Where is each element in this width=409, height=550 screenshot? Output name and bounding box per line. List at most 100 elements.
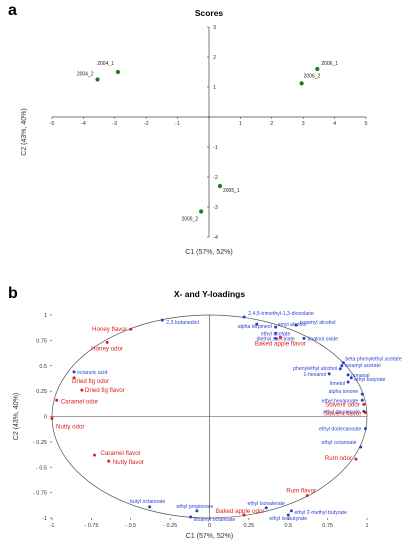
loading-point — [255, 322, 259, 326]
loading-point — [289, 509, 293, 513]
y-tick-label: -1 — [213, 145, 218, 151]
score-point — [95, 77, 100, 82]
loading-point-label: Nutty flavor — [113, 459, 144, 466]
loading-point-label: Rum flavor — [286, 488, 316, 495]
loading-point — [93, 453, 97, 457]
loading-point-label: phenylethyl alcohol — [293, 366, 337, 372]
loading-point-label: ethyl isovalerate — [247, 501, 285, 507]
x-tick-label: 0.25 — [244, 523, 255, 529]
loading-point — [72, 376, 76, 380]
loadings-chart: X- and Y-loadings -1 - 0.75 - 0.5 - 0.25 0 0.2… — [13, 289, 402, 540]
x-tick-label: 3 — [302, 121, 305, 127]
loading-point-label: Dried fig flavor — [85, 387, 125, 394]
loading-point — [346, 373, 350, 377]
x-tick-label: -5 — [50, 121, 55, 127]
x-tick-label: - 0.5 — [125, 523, 136, 529]
loading-point — [363, 427, 367, 431]
loading-point-label: butyl octanoate — [130, 499, 165, 505]
loading-point-label: Rum odor — [325, 455, 352, 462]
loading-point-label: alpha ionone — [329, 389, 359, 395]
score-point — [115, 69, 121, 75]
loading-point — [327, 372, 331, 376]
y-tick-label: - 0.75 — [33, 491, 47, 497]
x-axis-label: C1 (57%, 52%) — [185, 249, 232, 256]
loading-point-label: 1-hexanol — [303, 372, 326, 378]
x-tick-label: 0.75 — [322, 523, 333, 529]
loading-point-label: ethyl isobutyrate — [269, 516, 307, 522]
score-point-label: 2005_1 — [223, 188, 240, 194]
loading-point — [286, 513, 290, 517]
y-tick-label: 0 — [44, 415, 47, 421]
x-tick-label: 4 — [333, 121, 336, 127]
loading-point-label: ethyl hexanoate — [322, 398, 359, 404]
panel-b-letter: b — [8, 285, 18, 302]
y-tick-label: - 0.5 — [36, 465, 47, 471]
panel-a-letter: a — [8, 2, 17, 19]
loading-point-label: ethyl dodecanoate — [319, 427, 362, 433]
loading-point-label: limetol — [330, 381, 345, 387]
loading-point-label: ethyl decanoate — [323, 409, 360, 415]
loading-point — [129, 327, 133, 331]
loading-point — [72, 370, 76, 374]
y-tick-label: 3 — [213, 25, 216, 31]
loading-point — [160, 318, 164, 322]
loading-point — [362, 402, 366, 406]
y-tick-label: -3 — [213, 205, 218, 211]
y-tick-label: 0.25 — [36, 389, 47, 395]
loading-point-label: Caramel odor — [61, 398, 99, 405]
score-point — [217, 183, 223, 189]
score-point — [299, 81, 304, 86]
loading-point-label: Honey flavor — [92, 326, 127, 333]
x-tick-label: -2 — [144, 121, 149, 127]
loading-point — [50, 417, 54, 421]
chart-title: Scores — [195, 8, 224, 18]
loading-point-label: 2,3 butanediol — [166, 320, 199, 326]
loading-point-label: isoamyl octanoate — [194, 517, 236, 523]
x-tick-label: -1 — [50, 523, 55, 529]
loading-point-label: ethyl 2-methyl butyrate — [294, 510, 347, 516]
x-tick-label: 0.5 — [284, 523, 292, 529]
loading-point — [189, 515, 193, 519]
loading-point-label: linalool oxide — [308, 336, 338, 342]
x-tick-label: - 0.75 — [84, 523, 98, 529]
x-tick-label: -4 — [81, 121, 86, 127]
x-tick-label: 0 — [208, 523, 211, 529]
loading-point — [80, 388, 84, 392]
loading-point-label: ethyl acetate — [261, 331, 291, 337]
loading-point-label: Nutty odor — [56, 424, 85, 431]
loading-point — [340, 364, 344, 368]
x-tick-label: 5 — [364, 121, 367, 127]
loading-point — [360, 392, 364, 396]
y-tick-label: 0.5 — [39, 364, 47, 370]
loading-point — [274, 336, 278, 340]
y-tick-label: 0.75 — [36, 338, 47, 344]
loading-point — [278, 335, 282, 339]
score-point-label: 2004_1 — [97, 61, 114, 67]
loading-point-label: Baked apple flavor — [255, 340, 306, 347]
loading-point-label: Baked apple odor — [216, 508, 265, 515]
y-tick-label: -4 — [213, 235, 218, 241]
loading-point — [55, 398, 59, 402]
loading-point — [341, 361, 345, 365]
loading-point — [346, 380, 350, 384]
loading-point-label: beta phenylethyl acetate — [345, 357, 401, 363]
loading-point-label: isoamyl acetate — [345, 363, 381, 369]
loading-point — [242, 315, 246, 319]
loading-point — [242, 513, 246, 517]
x-axis-label: C1 (57%, 52%) — [186, 533, 233, 540]
loading-point — [264, 506, 268, 510]
y-tick-label: 1 — [44, 313, 47, 319]
loading-point-label: ethyl butyrate — [354, 377, 385, 383]
loading-point — [360, 398, 364, 402]
score-point — [199, 209, 204, 214]
score-point-label: 2006_2 — [304, 73, 321, 79]
x-tick-label: - 0.25 — [163, 523, 177, 529]
loading-point-label: ethyl propionate — [176, 504, 213, 510]
x-tick-label: 2 — [270, 121, 273, 127]
loading-point — [349, 376, 353, 380]
x-tick-label: -3 — [112, 121, 117, 127]
loading-point-label: Solvent flavor — [324, 410, 362, 417]
loading-point-label: Caramel flavor — [101, 450, 141, 457]
y-tick-label: 2 — [213, 55, 216, 61]
